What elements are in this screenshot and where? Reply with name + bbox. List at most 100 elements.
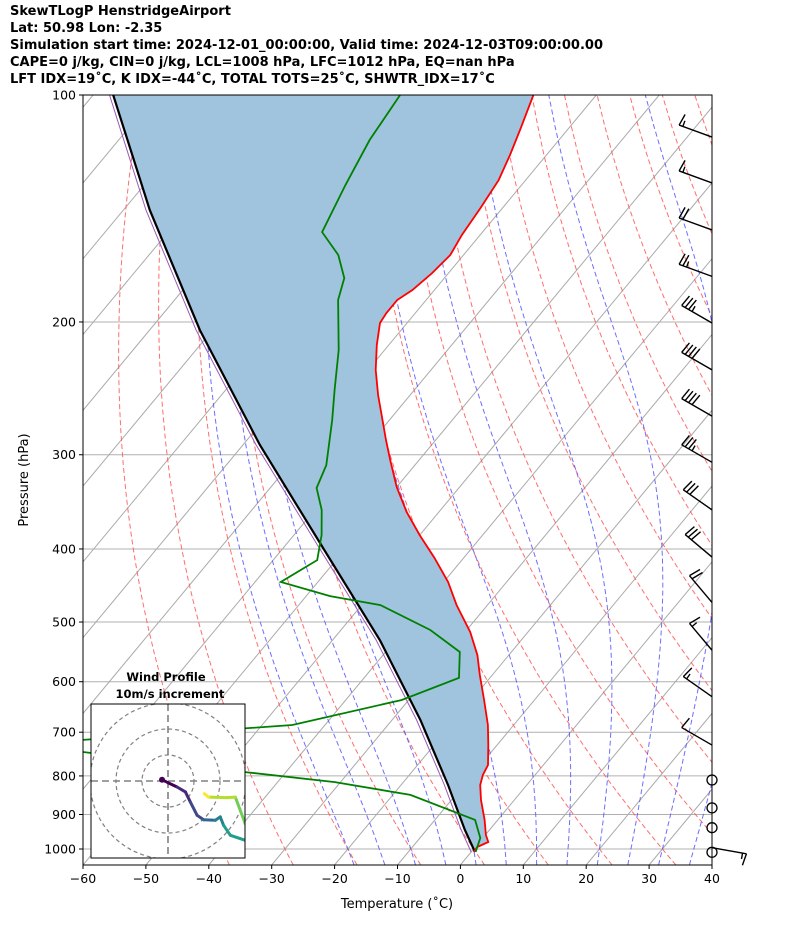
hodograph-segment: [167, 781, 179, 789]
y-tick-label: 100: [52, 88, 76, 103]
barb-full: [691, 571, 703, 580]
barb-full: [681, 717, 690, 728]
x-tick-label: 30: [641, 871, 657, 886]
hodograph-segment: [222, 823, 232, 837]
moist-adiabat: [418, 95, 572, 865]
wind-barb: [688, 568, 713, 603]
dry-adiabat: [196, 95, 358, 865]
dry-adiabat: [433, 95, 712, 763]
y-tick-label: 700: [52, 725, 76, 740]
barb-half: [691, 305, 696, 312]
barb-staff: [682, 676, 713, 698]
times: Simulation start time: 2024-12-01_00:00:…: [10, 38, 603, 53]
barb-full: [681, 388, 690, 400]
dry-adiabat: [727, 95, 794, 865]
calm-wind-circle: [706, 846, 718, 858]
temperature-line: [374, 95, 535, 853]
y-tick-label: 600: [52, 674, 76, 689]
barb-staff: [688, 622, 713, 651]
isotherm: [648, 788, 712, 865]
barb-half: [691, 445, 696, 452]
title: SkewTLogP HenstridgeAirport: [10, 4, 231, 19]
x-tick-label: 10: [515, 871, 531, 886]
barb-staff: [678, 124, 713, 138]
wind-barb: [678, 114, 713, 138]
barb-full: [690, 531, 702, 541]
barb-staff: [678, 170, 713, 184]
barb-half: [740, 852, 744, 860]
dry-adiabat: [158, 95, 294, 865]
hodograph-title-1: Wind Profile: [126, 670, 206, 684]
y-tick-label: 900: [52, 807, 76, 822]
hodograph-segment: [175, 785, 187, 794]
barb-staff: [711, 846, 747, 855]
x-tick-label: −10: [384, 871, 410, 886]
barb-full: [688, 438, 697, 450]
dry-adiabat: [694, 95, 712, 147]
y-tick-label: 400: [52, 541, 76, 556]
hodograph-segment: [207, 795, 229, 800]
isotherm: [522, 636, 712, 865]
barb-full: [681, 342, 690, 353]
barb-full: [681, 295, 690, 306]
x-tick-label: −40: [196, 871, 222, 886]
stability-indices-1: CAPE=0 j/kg, CIN=0 j/kg, LCL=1008 hPa, L…: [10, 55, 515, 70]
dry-adiabat: [268, 95, 485, 865]
barb-full: [681, 434, 690, 446]
moist-adiabat: [204, 95, 355, 865]
hodograph-segment: [243, 822, 245, 826]
barb-full: [682, 254, 690, 267]
calm-wind-circle: [706, 802, 718, 814]
barb-full: [678, 253, 686, 265]
barb-full: [691, 348, 701, 359]
parcel-virtual-line: [109, 95, 472, 853]
hodograph-start: [159, 776, 166, 783]
wind-barb: [678, 253, 713, 278]
hodograph-segment: [233, 795, 245, 826]
barb-staff: [681, 726, 713, 746]
hodograph-frame: [90, 703, 246, 859]
hodograph-segment: [228, 833, 245, 842]
barb-full: [684, 390, 694, 402]
barb-half: [691, 622, 698, 628]
barb-staff: [681, 397, 713, 417]
barb-full: [678, 114, 686, 126]
x-tick-label: 20: [578, 871, 594, 886]
barb-staff: [681, 444, 713, 463]
moist-adiabat: [644, 95, 712, 865]
calm-wind-circle: [706, 822, 718, 834]
barb-half: [682, 166, 686, 173]
isotherm: [585, 712, 712, 865]
barb-full: [682, 208, 690, 220]
dry-adiabat: [760, 95, 794, 865]
wind-barb: [682, 667, 713, 698]
y-tick-label: 500: [52, 615, 76, 630]
barb-full: [682, 667, 693, 678]
barb-full: [688, 392, 697, 404]
barb-full: [678, 207, 686, 219]
wind-barb: [681, 295, 713, 324]
x-axis-label: Temperature (˚C): [340, 896, 453, 912]
dry-adiabat: [564, 95, 712, 473]
hodograph-segment: [218, 815, 226, 827]
barb-staff: [678, 217, 713, 231]
hodograph-segment: [243, 838, 245, 842]
barb-full: [691, 394, 701, 406]
dry-adiabat: [466, 95, 712, 692]
barb-full: [689, 568, 701, 577]
barb-staff: [682, 489, 713, 511]
moist-adiabat: [475, 95, 613, 865]
isotherm: [460, 561, 712, 865]
dry-adiabat: [531, 95, 712, 547]
chart-header: SkewTLogP HenstridgeAirport Lat: 50.98 L…: [10, 3, 603, 88]
wind-barb: [678, 160, 713, 184]
wind-barb: [682, 480, 713, 511]
parcel-profile-line: [112, 95, 476, 853]
location: Lat: 50.98 Lon: -2.35: [10, 21, 163, 36]
barb-staff: [681, 304, 713, 324]
barb-full: [686, 482, 696, 493]
x-tick-label: 40: [704, 871, 720, 886]
x-tick-label: −20: [321, 871, 347, 886]
barb-full: [678, 160, 686, 172]
barb-staff: [684, 534, 713, 558]
